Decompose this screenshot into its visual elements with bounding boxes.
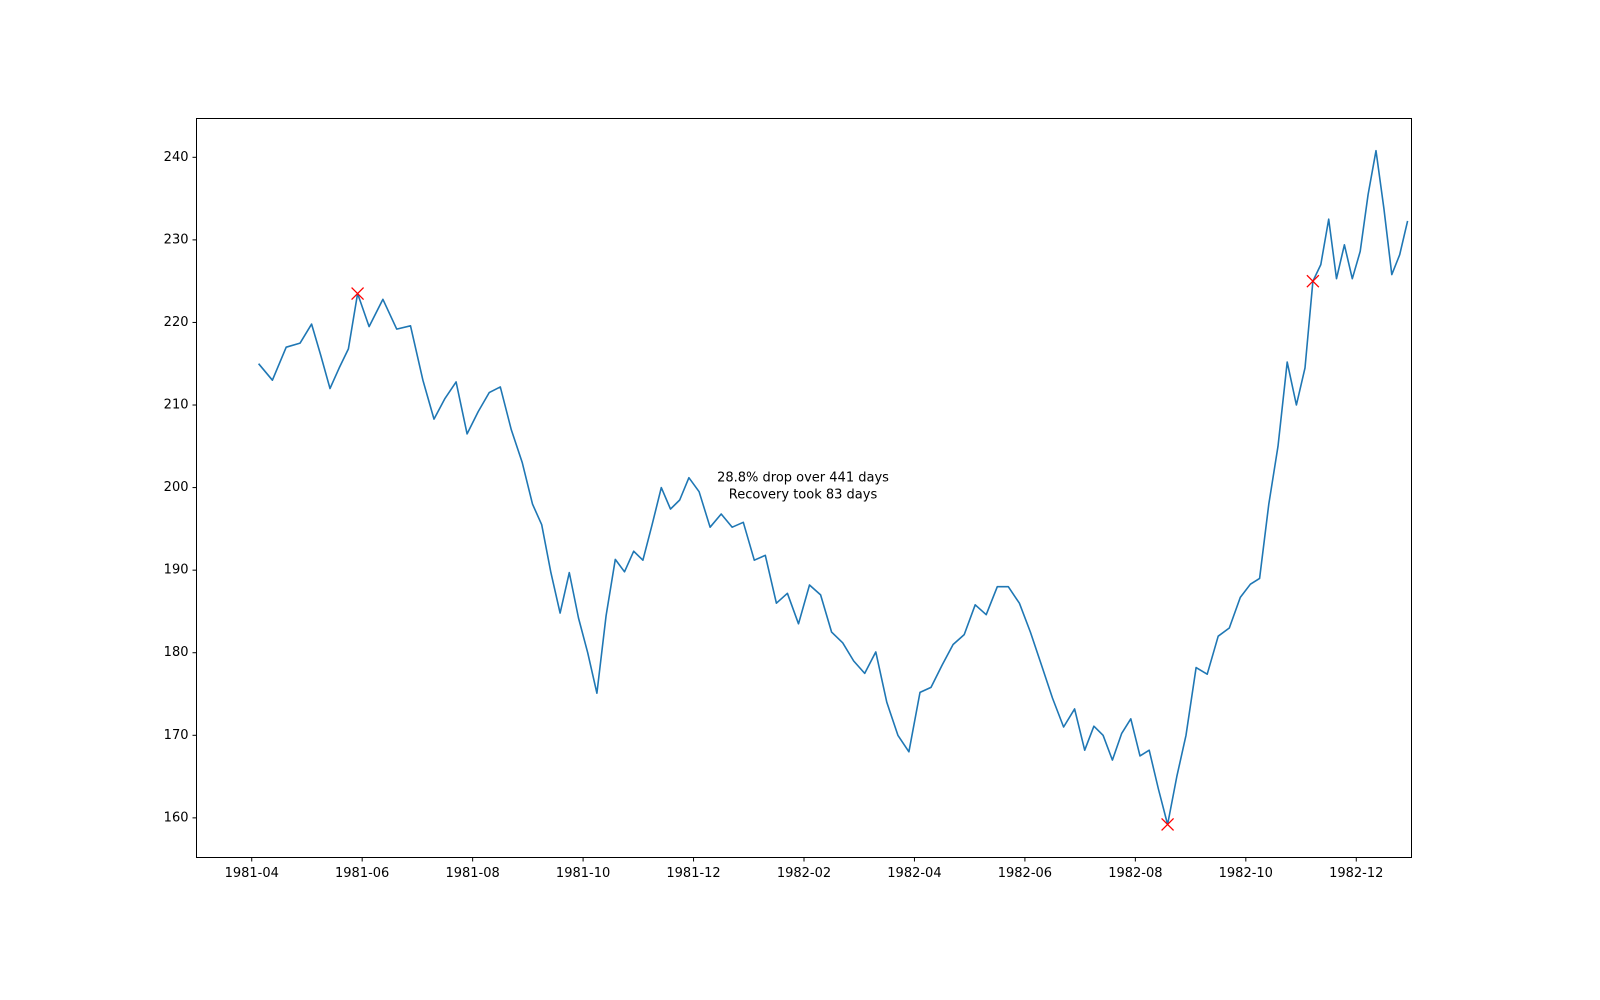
y-tick-label: 170 [164,728,189,743]
x-tick-label: 1981-06 [335,866,389,881]
y-tick-label: 210 [164,398,189,413]
x-tick-label: 1982-10 [1219,866,1273,881]
annotation: Recovery took 83 days [729,488,878,503]
x-tick-label: 1982-02 [777,866,831,881]
x-tick-label: 1981-10 [556,866,610,881]
x-tick-label: 1982-08 [1108,866,1162,881]
x-tick-label: 1981-12 [666,866,720,881]
y-tick-label: 180 [164,645,189,660]
y-tick-label: 220 [164,315,189,330]
marker [351,287,365,301]
price-line [257,149,1409,826]
x-tick-label: 1982-06 [998,866,1052,881]
x-tick-label: 1981-08 [445,866,499,881]
x-tick-label: 1982-04 [887,866,941,881]
x-tick-label: 1981-04 [225,866,279,881]
y-tick-label: 240 [164,150,189,165]
y-tick-label: 230 [164,232,189,247]
x-tick-label: 1982-12 [1329,866,1383,881]
y-tick-label: 190 [164,563,189,578]
y-tick-label: 160 [164,810,189,825]
marker [1161,818,1175,831]
marker [1306,274,1320,288]
annotation: 28.8% drop over 441 days [717,471,889,486]
y-tick-label: 200 [164,480,189,495]
